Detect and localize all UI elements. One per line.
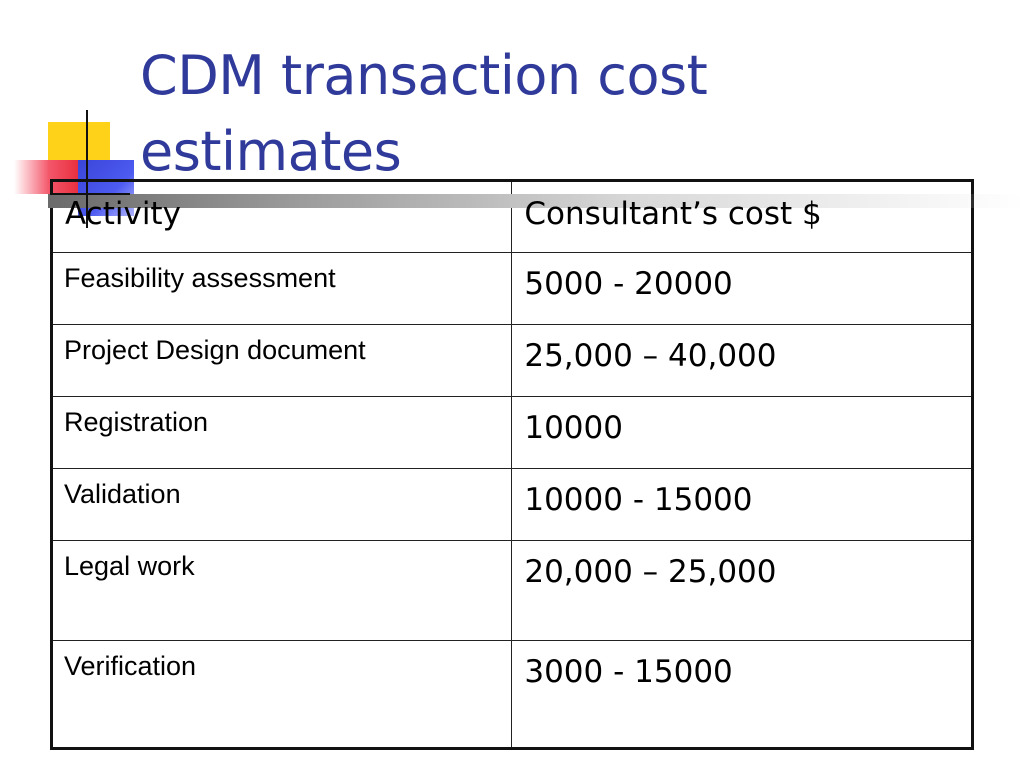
cost-cell: 20,000 – 25,000 (511, 540, 973, 641)
table-row: Verification 3000 - 15000 (50, 640, 973, 749)
decorative-gradient-rule (48, 194, 1024, 208)
decorative-rule-accent (50, 193, 130, 195)
cost-estimates-table: Activity Consultant’s cost $ Feasibility… (50, 179, 974, 750)
slide-title: CDM transaction cost estimates (140, 38, 980, 190)
activity-cell: Verification (50, 640, 513, 749)
table-row: Project Design document 25,000 – 40,000 (50, 324, 973, 397)
slide-title-line2: estimates (140, 120, 402, 183)
table-header-row: Activity Consultant’s cost $ (50, 180, 973, 253)
cost-cell: 3000 - 15000 (511, 640, 973, 749)
column-header-activity: Activity (50, 180, 513, 253)
activity-cell: Registration (50, 396, 513, 469)
slide-title-line1: CDM transaction cost (140, 44, 708, 107)
activity-cell: Validation (50, 468, 513, 541)
table-row: Legal work 20,000 – 25,000 (50, 540, 973, 641)
table-row: Feasibility assessment 5000 - 20000 (50, 252, 973, 325)
table-row: Registration 10000 (50, 396, 973, 469)
table-row: Validation 10000 - 15000 (50, 468, 973, 541)
decorative-vertical-rule (86, 110, 88, 228)
cost-cell: 10000 (511, 396, 973, 469)
cost-cell: 5000 - 20000 (511, 252, 973, 325)
activity-cell: Legal work (50, 540, 513, 641)
column-header-cost: Consultant’s cost $ (511, 180, 973, 253)
cost-cell: 25,000 – 40,000 (511, 324, 973, 397)
cost-cell: 10000 - 15000 (511, 468, 973, 541)
activity-cell: Feasibility assessment (50, 252, 513, 325)
activity-cell: Project Design document (50, 324, 513, 397)
